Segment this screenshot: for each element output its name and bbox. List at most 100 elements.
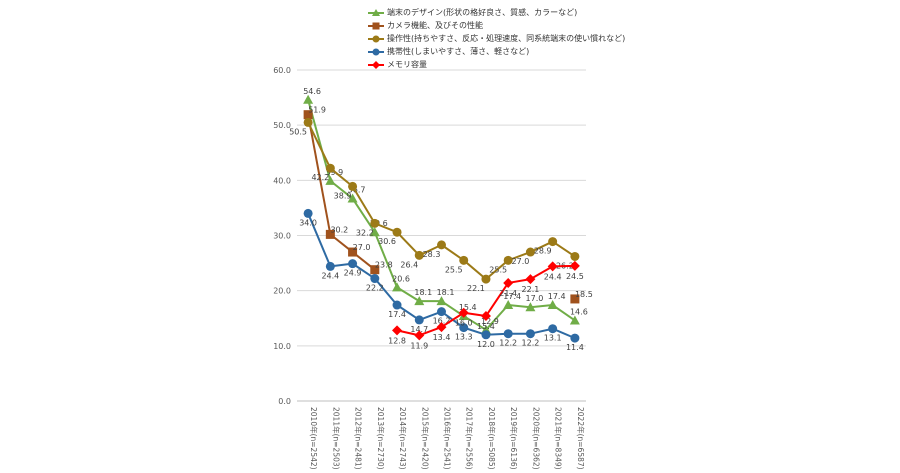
series-line (351, 185, 376, 224)
data-label: 11.9 (410, 341, 428, 350)
chart-legend: 端末のデザイン(形状の格好良さ、質感、カラーなど) カメラ機能、及びその性能操作性… (368, 6, 625, 71)
x-tick-label: 2014年(n=2743) (398, 407, 408, 470)
data-point (370, 218, 380, 228)
legend-marker-icon (368, 35, 384, 42)
data-point (414, 250, 424, 260)
data-point (570, 333, 580, 343)
data-label: 12.2 (522, 339, 540, 348)
data-label: 51.9 (308, 106, 326, 115)
data-point (503, 255, 513, 265)
data-point (303, 94, 314, 104)
data-point (436, 296, 447, 306)
data-point (547, 300, 558, 310)
legend-label: 携帯性(しまいやすさ、薄さ、軽さなど) (387, 47, 530, 56)
data-label: 42.2 (311, 173, 329, 182)
data-point (303, 110, 313, 120)
legend-label: 端末のデザイン(形状の格好良さ、質感、カラーなど) (387, 8, 578, 17)
legend-marker-icon (368, 48, 384, 55)
series-line (307, 114, 332, 235)
data-label: 18.5 (575, 290, 593, 299)
data-label: 25.5 (489, 265, 507, 274)
series-line (530, 304, 553, 309)
legend-item: 端末のデザイン(形状の格好良さ、質感、カラーなど) (368, 6, 625, 19)
data-point (436, 322, 447, 333)
x-tick-label: 2017年(n=2556) (465, 407, 475, 470)
data-point (459, 323, 469, 333)
data-label: 22.2 (366, 284, 384, 293)
data-point (325, 163, 335, 173)
data-label: 13.4 (433, 333, 451, 342)
series-1: 51.9 30.2 27.0 23.8 18.5 (303, 106, 593, 304)
data-label: 38.9 (334, 191, 352, 200)
x-tick-label: 2010年(n=2542) (309, 407, 319, 470)
data-label: 16.0 (455, 319, 473, 328)
x-tick-label: 2019年(n=6136) (509, 407, 519, 470)
data-point (480, 311, 491, 322)
legend-marker-icon (368, 8, 384, 16)
data-label: 22.1 (522, 285, 540, 294)
series-line (307, 121, 332, 169)
data-point (548, 324, 558, 334)
data-label: 12.2 (499, 339, 517, 348)
series-line (508, 304, 531, 309)
series-4: 12.8 11.9 13.4 16.0 15.4 21.4 22.1 24.4 24.5 (388, 260, 584, 350)
data-label: 13.1 (544, 334, 562, 343)
data-label: 32.2 (356, 228, 374, 237)
data-point (503, 300, 514, 310)
data-point (503, 277, 514, 288)
x-tick-label: 2016年(n=2541) (443, 407, 453, 470)
data-point (392, 227, 402, 237)
data-label: 24.5 (566, 272, 584, 281)
data-label: 54.6 (303, 87, 321, 96)
data-label: 20.6 (392, 274, 410, 283)
data-point (392, 300, 402, 310)
data-label: 30.6 (378, 237, 396, 246)
legend-marker-icon (368, 22, 384, 29)
data-point (570, 294, 580, 304)
y-tick-label: 20.0 (273, 287, 291, 296)
data-point (503, 329, 513, 339)
data-point (392, 282, 403, 292)
data-point (370, 265, 380, 275)
series-line (418, 326, 442, 337)
series-3: 34.0 24.4 24.9 22.2 17.4 14.7 16.2 13.3 12.0 12.2… (299, 208, 584, 352)
data-point (481, 274, 491, 284)
legend-label: メモリ容量 (387, 60, 427, 69)
data-label: 14.6 (570, 307, 588, 316)
data-point (569, 260, 580, 271)
data-point (437, 240, 446, 250)
x-tick-label: 2013年(n=2730) (376, 407, 386, 470)
data-point (548, 237, 558, 247)
data-point (525, 302, 536, 312)
y-tick-label: 30.0 (273, 232, 291, 241)
data-label: 17.4 (503, 292, 521, 301)
data-point (370, 274, 380, 284)
legend-label: カメラ機能、及びその性能 (387, 21, 483, 30)
data-label: 14.7 (410, 325, 428, 334)
data-label: 36.7 (348, 186, 366, 195)
legend-label: 操作性(持ちやすさ、反応・処理速度、同系統端末の使い慣れなど) (387, 34, 626, 43)
data-label: 23.8 (375, 261, 393, 270)
data-point (459, 255, 469, 265)
legend-item: 操作性(持ちやすさ、反応・処理速度、同系統端末の使い慣れなど) (368, 32, 625, 45)
y-tick-label: 50.0 (273, 121, 291, 130)
data-point (414, 315, 424, 325)
legend-item: メモリ容量 (368, 58, 625, 71)
series-line (440, 244, 465, 262)
series-line (529, 265, 554, 280)
data-label: 27.0 (512, 257, 530, 266)
series-0: 54.639.936.730.620.618.118.115.412.917.4… (303, 87, 588, 334)
data-point (481, 330, 491, 340)
data-point (392, 325, 403, 336)
x-tick-label: 2020年(n=6362) (531, 407, 541, 470)
series-line (351, 197, 376, 233)
data-label: 25.5 (445, 265, 463, 274)
data-point (437, 307, 446, 317)
data-label: 30.2 (330, 225, 348, 234)
data-label: 24.4 (321, 271, 339, 280)
y-tick-label: 40.0 (273, 176, 291, 185)
data-point (348, 181, 358, 191)
data-label: 17.0 (526, 294, 544, 303)
series-line (307, 213, 332, 267)
